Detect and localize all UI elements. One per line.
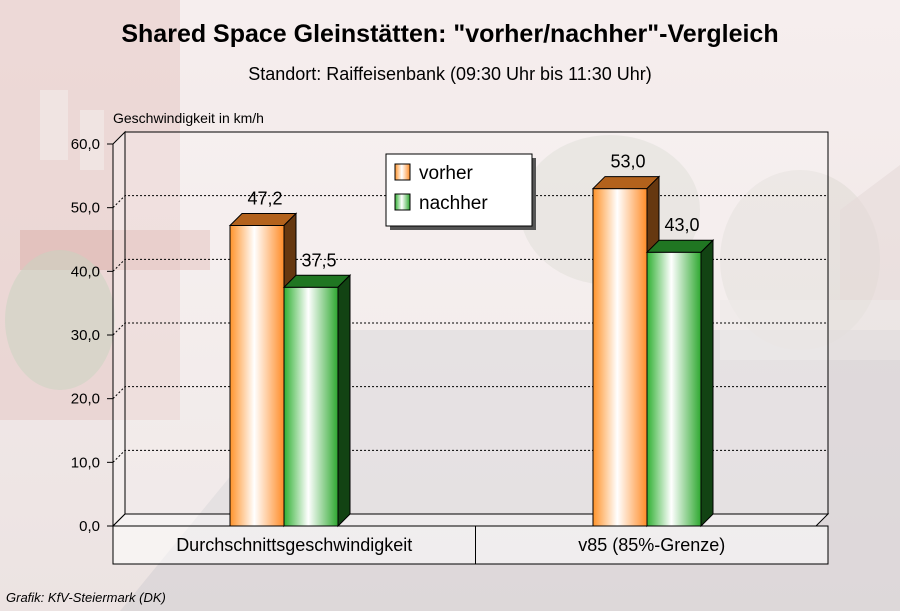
category-table	[112, 525, 829, 565]
legend-label-vorher: vorher	[419, 163, 474, 184]
category-label: v85 (85%-Grenze)	[578, 535, 725, 555]
legend-swatch-vorher	[394, 163, 411, 181]
data-label: 43,0	[664, 215, 699, 235]
data-label: 53,0	[610, 152, 645, 172]
y-tick-label: 60,0	[71, 136, 100, 153]
chart-title: Shared Space Gleinstätten: "vorher/nachh…	[121, 20, 779, 48]
y-tick-label: 40,0	[71, 263, 100, 280]
data-label: 37,5	[301, 250, 336, 270]
chart-credit: Grafik: KfV-Steiermark (DK)	[6, 590, 166, 605]
chart-subtitle: Standort: Raiffeisenbank (09:30 Uhr bis …	[248, 64, 652, 84]
y-tick-label: 30,0	[71, 327, 100, 344]
y-tick-label: 10,0	[71, 454, 100, 471]
bar-nachher	[283, 286, 339, 527]
y-tick-label: 50,0	[71, 200, 100, 217]
bar-side-nachher	[337, 274, 351, 528]
bar-nachher	[646, 251, 702, 527]
data-label: 47,2	[247, 188, 282, 208]
bar-vorher	[592, 188, 648, 527]
y-tick-label: 20,0	[71, 391, 100, 408]
y-tick-label: 0,0	[79, 518, 100, 535]
bar-side-nachher	[700, 239, 714, 528]
legend-label-nachher: nachher	[419, 193, 488, 214]
plot-floor	[111, 513, 830, 527]
category-label: Durchschnittsgeschwindigkeit	[176, 535, 412, 555]
bar-vorher	[229, 224, 285, 527]
legend-swatch-nachher	[394, 193, 411, 211]
y-axis-label: Geschwindigkeit in km/h	[113, 110, 264, 126]
